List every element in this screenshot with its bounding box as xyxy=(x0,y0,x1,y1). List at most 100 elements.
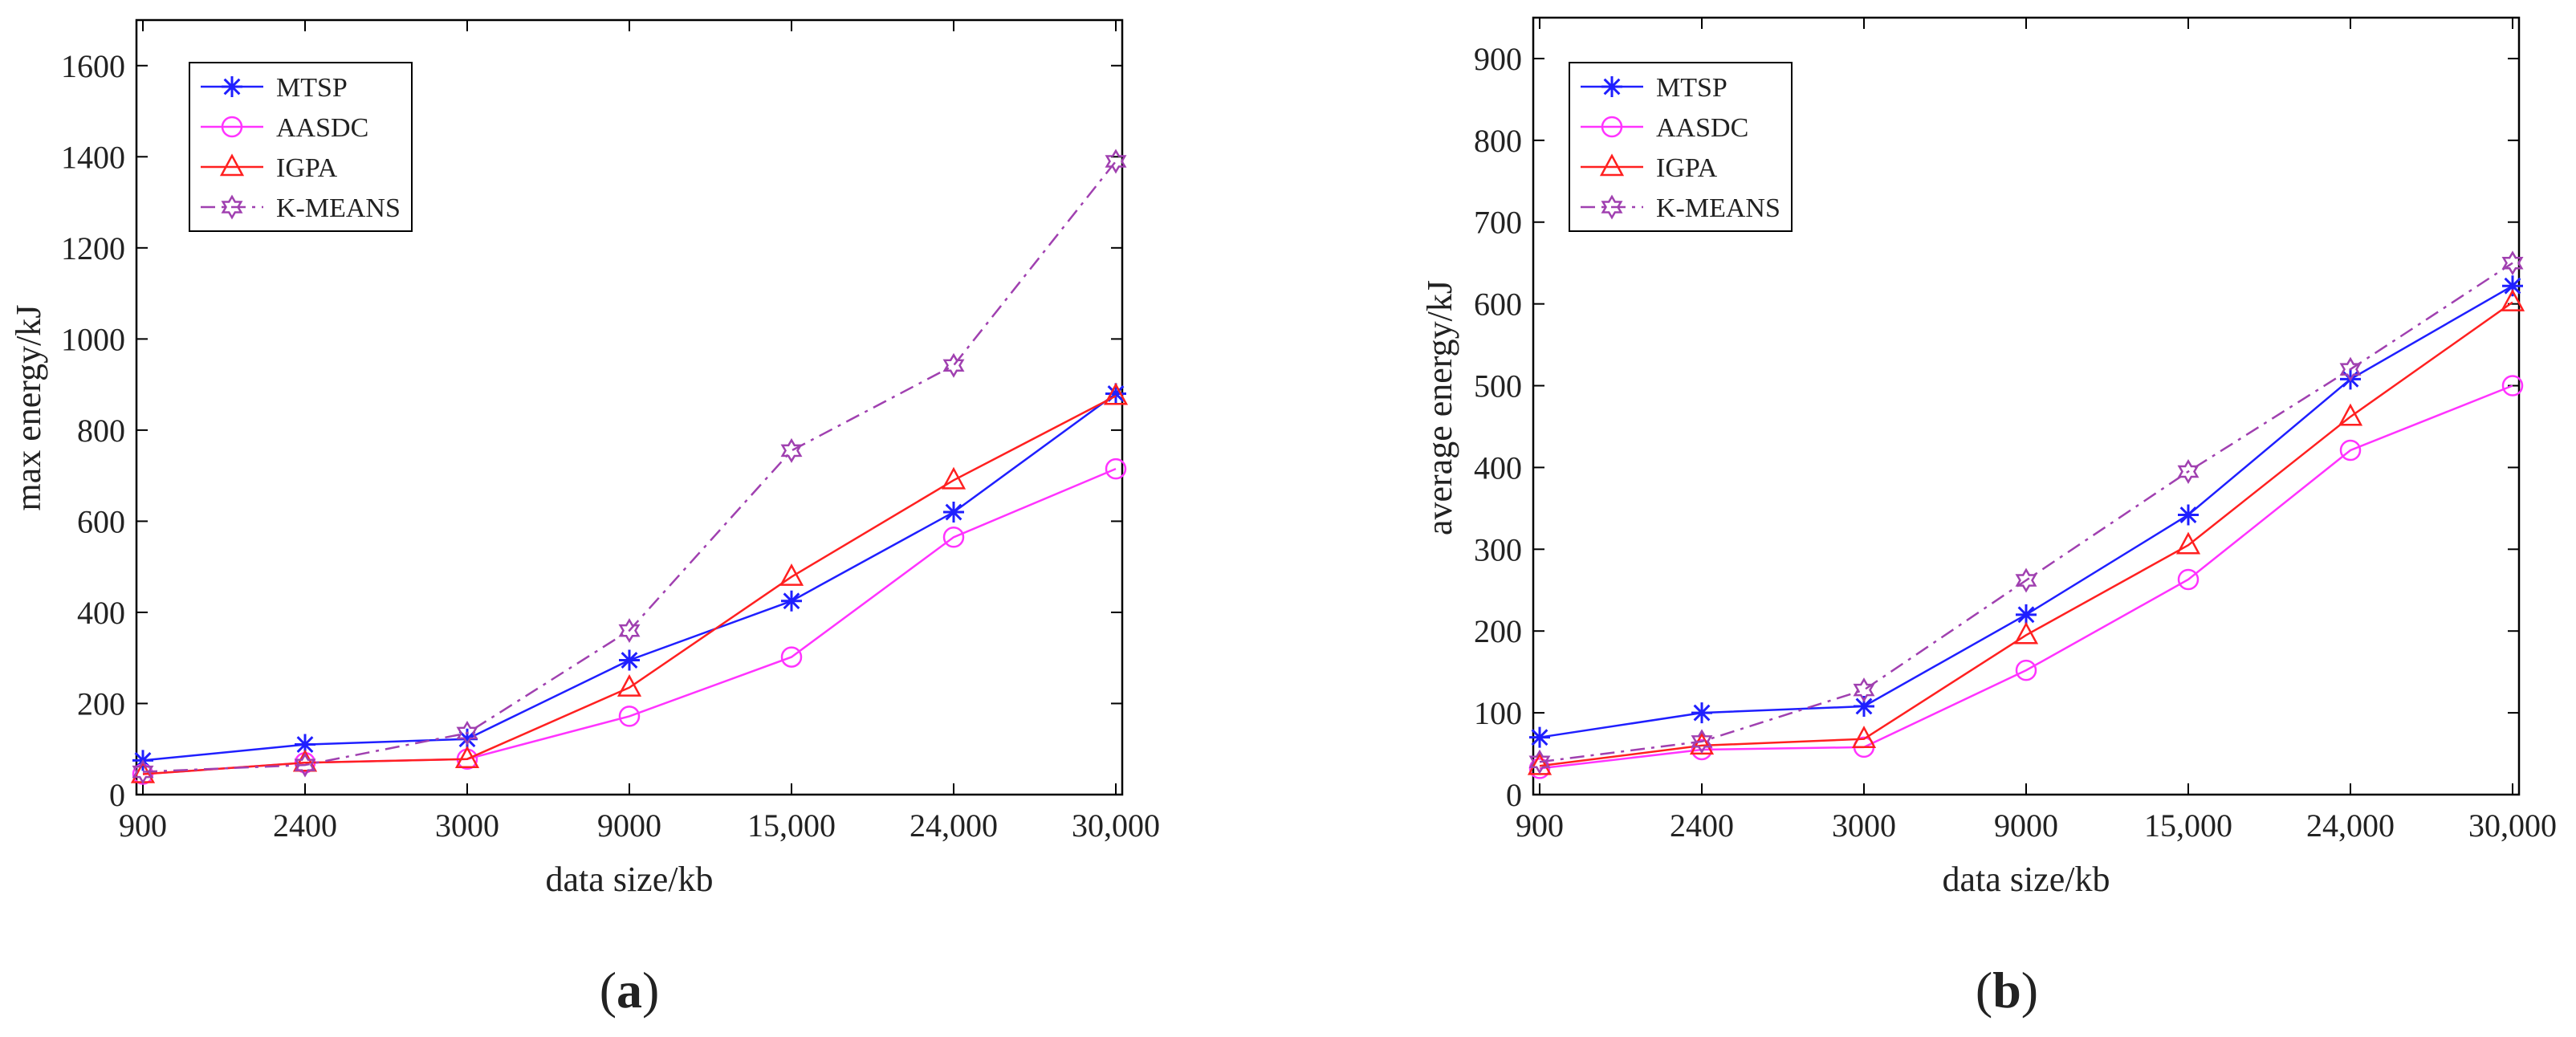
x-tick-label-b: 9000 xyxy=(1994,807,2058,844)
y-tick-label-b: 0 xyxy=(1506,777,1522,813)
legend-label-aasdc-b: AASDC xyxy=(1656,113,1748,143)
data-point-aasdc-a xyxy=(618,706,641,727)
data-point-mtsp-b xyxy=(2178,504,2199,526)
data-point-igpa-b xyxy=(1851,726,1877,748)
data-point-mtsp-b xyxy=(1854,695,1874,717)
y-tick-label-b: 800 xyxy=(1474,123,1522,159)
data-point-k-means-b xyxy=(1853,677,1875,703)
data-point-k-means-a xyxy=(294,752,316,778)
x-tick-label-b: 2400 xyxy=(1670,807,1734,844)
x-tick-label-b: 24,000 xyxy=(2306,807,2395,844)
chart-panel-b: 0 100 200 300 400 500 600 700 800 900 900 2400 3000… xyxy=(1420,16,2557,1019)
data-point-aasdc-b xyxy=(2015,659,2037,681)
y-tick-label-b: 300 xyxy=(1474,531,1522,567)
y-axis-label-b: average energy/kJ xyxy=(1420,280,1459,535)
x-tick-label-b: 900 xyxy=(1516,807,1564,844)
data-point-k-means-b xyxy=(1528,749,1551,775)
legend-marker-mtsp-b xyxy=(1601,76,1622,97)
legend-label-igpa-a: IGPA xyxy=(276,153,338,183)
data-point-k-means-a xyxy=(942,352,965,378)
y-tick-label-b: 400 xyxy=(1474,449,1522,486)
series-line-k-means-a xyxy=(142,161,1117,773)
y-ticks-b: 0 100 200 300 400 500 600 700 800 900 xyxy=(1474,41,2519,813)
x-tick-label-a: 900 xyxy=(119,807,167,844)
y-ticks-a: 0 200 400 600 800 1000 1200 1400 1600 xyxy=(61,48,1122,813)
data-point-k-means-a xyxy=(1105,148,1127,174)
data-point-k-means-a xyxy=(780,437,803,463)
legend-label-k-means-a: K-MEANS xyxy=(276,193,401,223)
data-point-aasdc-b xyxy=(1691,738,1713,761)
y-tick-label-b: 900 xyxy=(1474,41,1522,77)
data-point-mtsp-a xyxy=(295,734,315,755)
data-point-mtsp-a xyxy=(619,649,640,671)
data-point-k-means-a xyxy=(132,759,154,785)
data-point-k-means-b xyxy=(1691,729,1713,754)
y-tick-label-b: 500 xyxy=(1474,368,1522,405)
y-tick-label-b: 200 xyxy=(1474,613,1522,649)
x-tick-label-a: 2400 xyxy=(273,807,337,844)
data-point-aasdc-b xyxy=(2339,439,2362,462)
data-point-mtsp-b xyxy=(2502,275,2523,297)
series-group-b xyxy=(1527,250,2525,779)
y-tick-label-a: 400 xyxy=(77,595,125,631)
y-tick-label-a: 1400 xyxy=(61,139,125,175)
x-tick-label-a: 3000 xyxy=(435,807,499,844)
data-point-mtsp-b xyxy=(2016,604,2037,625)
data-point-igpa-a xyxy=(454,746,480,768)
x-tick-label-a: 15,000 xyxy=(747,807,836,844)
data-point-mtsp-a xyxy=(781,590,802,612)
data-point-igpa-a xyxy=(941,466,967,490)
data-point-igpa-b xyxy=(2013,621,2039,645)
data-point-k-means-b xyxy=(2501,250,2524,276)
panel-label-b: (b) xyxy=(1976,962,2038,1019)
legend-label-aasdc-a: AASDC xyxy=(276,113,368,143)
data-point-igpa-a xyxy=(779,563,804,586)
y-tick-label-a: 600 xyxy=(77,503,125,539)
data-point-aasdc-a xyxy=(1105,458,1127,480)
x-tick-label-b: 3000 xyxy=(1832,807,1896,844)
x-tick-label-b: 15,000 xyxy=(2144,807,2232,844)
data-point-igpa-a xyxy=(1103,382,1129,405)
series-line-aasdc-b xyxy=(1539,384,2513,770)
data-point-aasdc-a xyxy=(942,527,965,548)
x-axis-label-b: data size/kb xyxy=(1943,860,2110,899)
legend-marker-k-means-b xyxy=(1601,194,1623,220)
y-axis-label-a: max energy/kJ xyxy=(9,304,48,510)
data-point-aasdc-b xyxy=(2177,568,2200,591)
legend-marker-aasdc-a xyxy=(221,116,243,138)
x-tick-label-a: 30,000 xyxy=(1072,807,1160,844)
data-point-igpa-a xyxy=(292,749,318,772)
x-tick-label-a: 24,000 xyxy=(910,807,998,844)
y-tick-label-a: 1600 xyxy=(61,48,125,84)
legend-items-a: MTSP AASDC IGPA K-MEANS xyxy=(201,73,401,223)
x-tick-label-a: 9000 xyxy=(597,807,661,844)
x-axis-label-a: data size/kb xyxy=(546,860,714,899)
data-point-k-means-b xyxy=(2177,459,2200,484)
series-line-igpa-b xyxy=(1539,301,2513,767)
y-tick-label-a: 0 xyxy=(109,777,125,813)
data-point-aasdc-b xyxy=(2501,375,2524,396)
x-tick-label-b: 30,000 xyxy=(2468,807,2557,844)
data-point-mtsp-a xyxy=(457,728,478,750)
data-point-mtsp-b xyxy=(1691,702,1712,724)
legend-label-mtsp-b: MTSP xyxy=(1656,73,1728,103)
legend-marker-igpa-a xyxy=(219,153,245,177)
y-tick-label-b: 600 xyxy=(1474,287,1522,323)
data-point-igpa-b xyxy=(2338,403,2363,426)
data-point-k-means-a xyxy=(456,720,478,746)
data-point-k-means-b xyxy=(2339,356,2362,382)
data-point-mtsp-a xyxy=(1105,383,1126,405)
data-point-igpa-b xyxy=(2175,531,2201,555)
y-tick-label-a: 1000 xyxy=(61,321,125,357)
data-point-igpa-a xyxy=(617,673,642,697)
legend-marker-k-means-a xyxy=(221,194,243,220)
x-ticks-a: 900 2400 3000 9000 15,000 24,000 30,000 xyxy=(119,20,1160,844)
legend-marker-aasdc-b xyxy=(1601,116,1623,138)
legend-label-mtsp-a: MTSP xyxy=(276,73,348,103)
panel-label-a: (a) xyxy=(600,962,660,1019)
legend-label-igpa-b: IGPA xyxy=(1656,153,1718,183)
data-point-k-means-a xyxy=(618,618,641,644)
y-tick-label-b: 100 xyxy=(1474,695,1522,731)
data-point-aasdc-a xyxy=(780,646,803,668)
